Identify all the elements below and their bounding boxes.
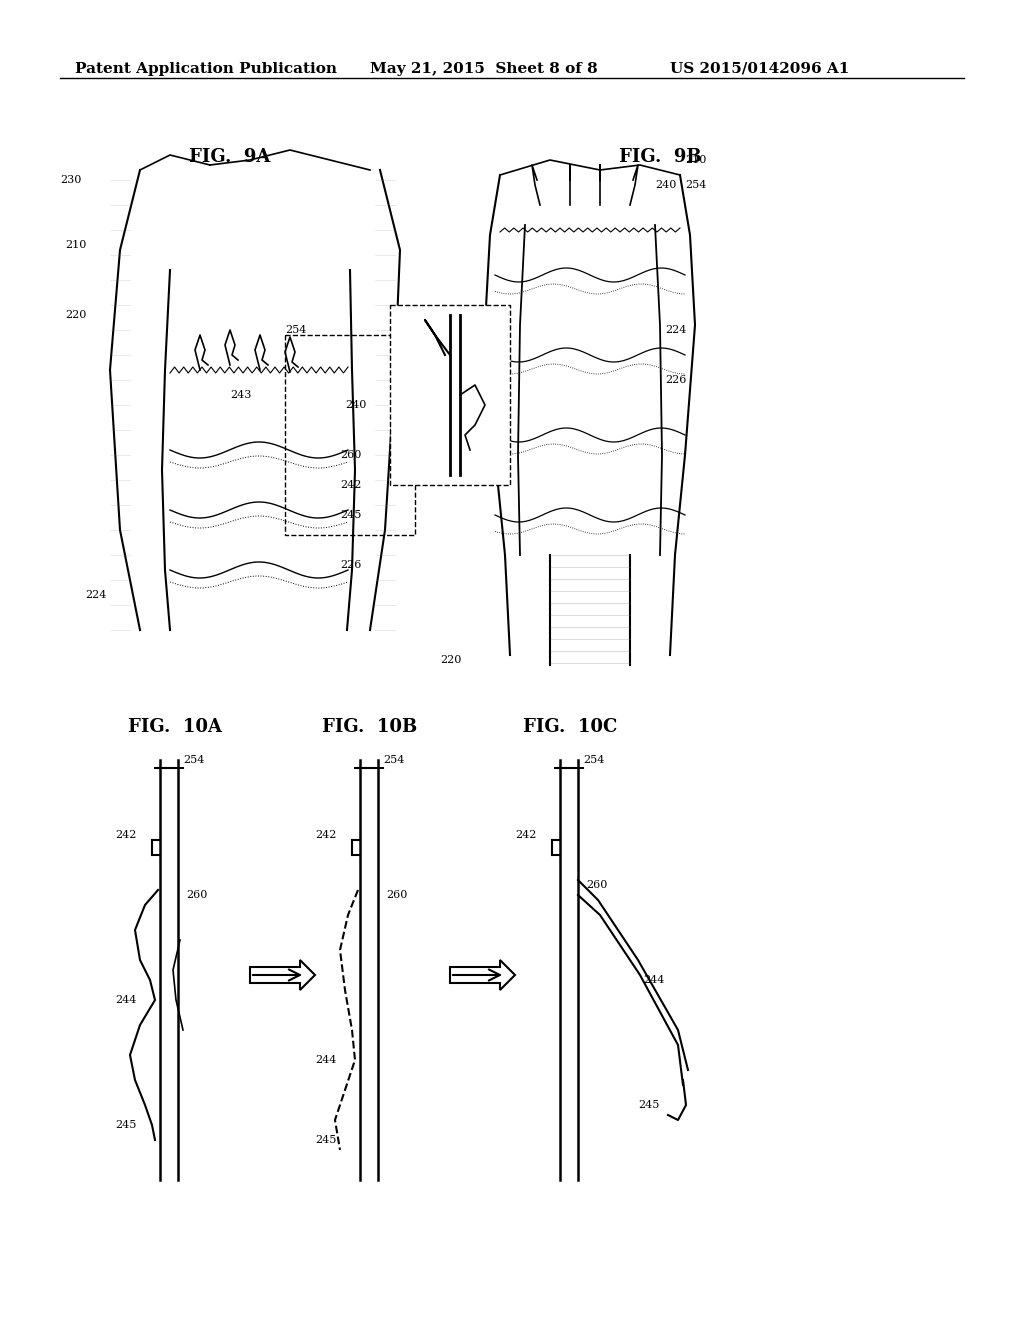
Text: FIG.  9B: FIG. 9B [618, 148, 701, 166]
Text: 226: 226 [665, 375, 686, 385]
Text: 242: 242 [515, 830, 537, 840]
Text: 254: 254 [183, 755, 205, 766]
Text: May 21, 2015  Sheet 8 of 8: May 21, 2015 Sheet 8 of 8 [370, 62, 598, 77]
Text: 260: 260 [586, 880, 607, 890]
Text: 242: 242 [340, 480, 361, 490]
Text: 220: 220 [440, 655, 462, 665]
Text: 244: 244 [315, 1055, 336, 1065]
Bar [390, 305, 510, 484]
Text: 210: 210 [685, 154, 707, 165]
Text: 240: 240 [655, 180, 677, 190]
Text: 260: 260 [340, 450, 361, 459]
Text: 245: 245 [315, 1135, 336, 1144]
Text: 240: 240 [345, 400, 367, 411]
Text: FIG.  10A: FIG. 10A [128, 718, 222, 737]
Text: 226: 226 [340, 560, 361, 570]
Text: 245: 245 [638, 1100, 659, 1110]
Text: 242: 242 [115, 830, 136, 840]
Text: 224: 224 [85, 590, 106, 601]
Text: 260: 260 [475, 380, 497, 389]
Text: 245: 245 [406, 459, 426, 470]
Text: 243: 243 [400, 315, 421, 325]
Text: 254: 254 [583, 755, 604, 766]
Text: 260: 260 [186, 890, 208, 900]
Text: FIG.  10C: FIG. 10C [523, 718, 617, 737]
Text: Patent Application Publication: Patent Application Publication [75, 62, 337, 77]
Text: 244: 244 [643, 975, 665, 985]
Text: 242: 242 [315, 830, 336, 840]
Text: 254: 254 [685, 180, 707, 190]
Text: 230: 230 [60, 176, 81, 185]
Text: FIG.  10B: FIG. 10B [323, 718, 418, 737]
Text: 224: 224 [665, 325, 686, 335]
Polygon shape [450, 960, 515, 990]
Text: 254: 254 [383, 755, 404, 766]
Text: 210: 210 [65, 240, 86, 249]
Polygon shape [250, 960, 315, 990]
Text: 245: 245 [115, 1119, 136, 1130]
Bar [285, 335, 415, 535]
Text: 244: 244 [406, 436, 426, 445]
Text: 242: 242 [455, 315, 476, 325]
Text: 243: 243 [230, 389, 251, 400]
Text: US 2015/0142096 A1: US 2015/0142096 A1 [670, 62, 849, 77]
Text: 254: 254 [285, 325, 306, 335]
Text: 244: 244 [115, 995, 136, 1005]
Text: 260: 260 [386, 890, 408, 900]
Text: 245: 245 [340, 510, 361, 520]
Text: FIG.  9A: FIG. 9A [189, 148, 270, 166]
Text: 220: 220 [65, 310, 86, 319]
